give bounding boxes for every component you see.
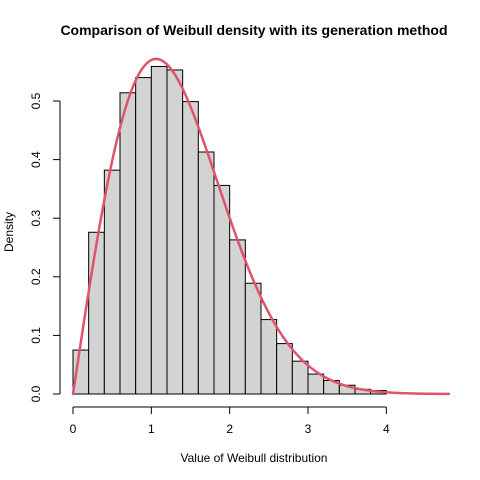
y-tick-label: 0.3 (29, 210, 43, 227)
histogram-bars (72, 65, 387, 395)
histogram-bar (197, 151, 215, 395)
x-tick-label: 2 (226, 422, 233, 436)
histogram-bar (135, 77, 152, 395)
y-tick-label: 0.1 (29, 327, 43, 344)
chart-title: Comparison of Weibull density with its g… (60, 22, 447, 38)
histogram-bar (119, 92, 137, 395)
histogram-bar (88, 231, 105, 395)
y-tick-label: 0.0 (29, 385, 43, 402)
histogram-bar (307, 373, 325, 395)
y-tick-label: 0.5 (29, 92, 43, 109)
histogram-bar (291, 360, 309, 395)
y-axis: 0.0 0.1 0.2 0.3 0.4 0.5 (29, 92, 61, 402)
histogram-bar (103, 169, 121, 395)
histogram-bar (166, 69, 184, 395)
histogram-bar (260, 319, 278, 395)
y-tick-label: 0.2 (29, 268, 43, 285)
x-tick-label: 4 (383, 422, 390, 436)
x-tick-label: 3 (305, 422, 312, 436)
histogram-bar (150, 65, 168, 395)
y-axis-label: Density (2, 212, 16, 252)
density-curve (71, 57, 451, 396)
histogram-bar (276, 343, 293, 395)
histogram-bar (229, 239, 246, 395)
histogram-bar (213, 184, 231, 395)
x-axis-label: Value of Weibull distribution (181, 451, 328, 465)
y-tick-label: 0.4 (29, 151, 43, 168)
x-axis: 0 1 2 3 4 (70, 406, 390, 436)
histogram-bar (182, 101, 199, 395)
histogram-bar (244, 282, 262, 395)
x-tick-label: 1 (148, 422, 155, 436)
x-tick-label: 0 (70, 422, 77, 436)
